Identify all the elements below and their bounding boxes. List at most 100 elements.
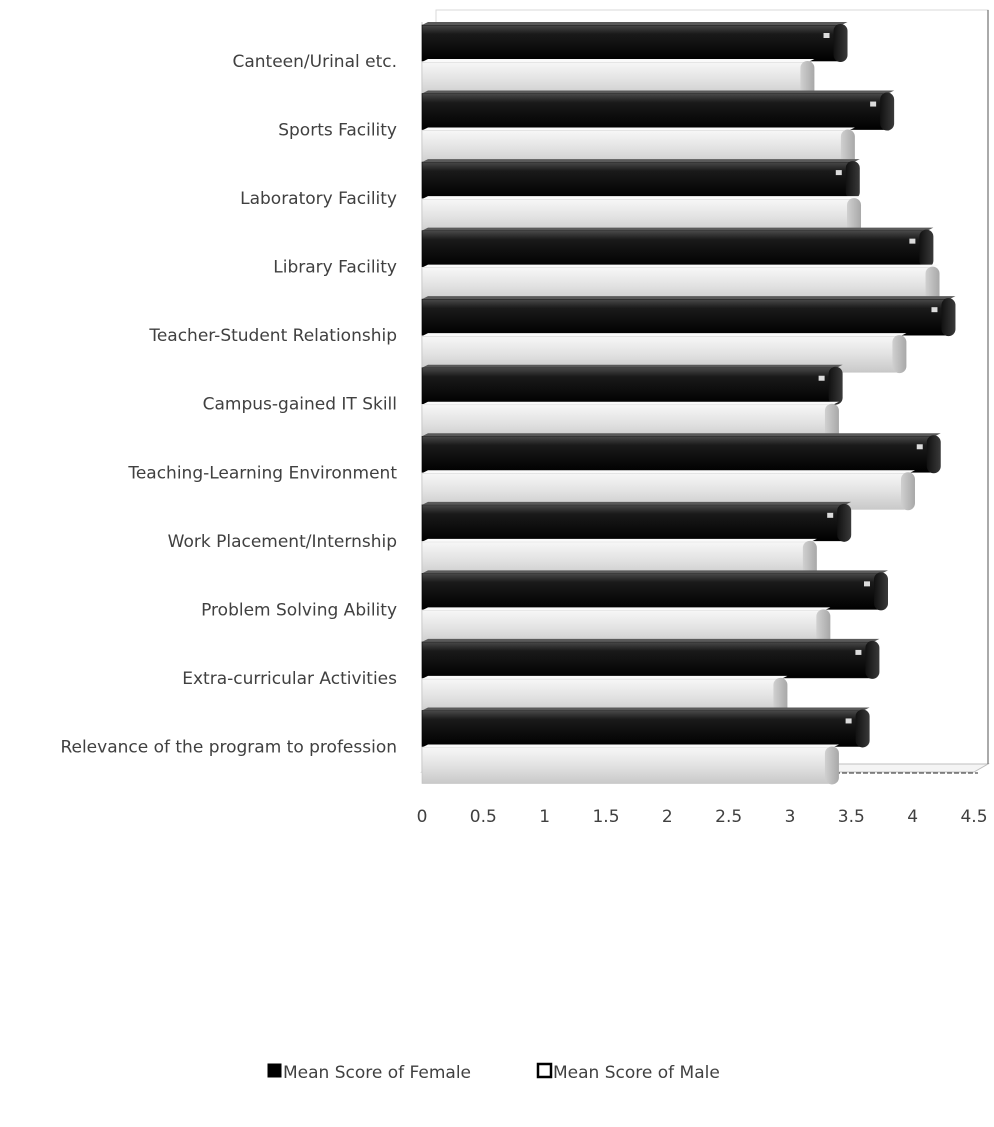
bar-female-body [421, 367, 837, 405]
bar-female-body [421, 24, 842, 62]
bar-female-top-face [422, 227, 934, 231]
bar-female-body [421, 93, 889, 130]
x-tick-label: 0 [417, 807, 428, 827]
bar-female-cap [833, 24, 848, 62]
x-tick-label: 3 [785, 807, 796, 827]
category-label: Canteen/Urinal etc. [233, 52, 398, 72]
bar-female-top-face [422, 638, 880, 642]
bar-male-top-face [422, 470, 915, 474]
bar-male-cap [800, 61, 815, 99]
bar-female-cap [919, 229, 934, 268]
bar-male-cap [847, 198, 862, 237]
bar-male-top-face [422, 196, 862, 200]
bar-male-top-face [422, 127, 855, 131]
bar-highlight [855, 649, 862, 655]
bar-female-top-face [422, 22, 848, 25]
category-label: Laboratory Facility [240, 189, 397, 209]
bar-female-cap [828, 366, 843, 405]
bar-female-body [421, 504, 846, 542]
bar-female-cap [941, 298, 956, 337]
bar-male-body [421, 747, 834, 784]
bar-female-cap [837, 503, 852, 542]
x-tick-label: 2 [662, 807, 673, 827]
bar-male-top-face [422, 333, 907, 337]
bar-highlight [864, 581, 870, 587]
bar-highlight [916, 444, 923, 450]
bar-female-body [421, 710, 864, 747]
bar-female-cap [926, 435, 941, 474]
category-label: Library Facility [273, 258, 397, 278]
bar-highlight [827, 512, 834, 518]
category-label: Teaching-Learning Environment [127, 463, 397, 483]
x-tick-label: 0.5 [470, 807, 497, 827]
category-label: Work Placement/Internship [168, 532, 397, 552]
bar-female-top-face [422, 364, 843, 368]
bar-male [421, 744, 839, 785]
bars [421, 22, 956, 785]
bar-highlight [845, 718, 852, 724]
x-tick-label: 1 [539, 807, 550, 827]
bar-highlight [823, 33, 830, 38]
category-label: Relevance of the program to profession [60, 737, 397, 757]
bar-highlight [909, 238, 916, 244]
category-label: Extra-curricular Activities [182, 669, 397, 689]
bar-male-cap [773, 677, 788, 716]
bar-female [421, 707, 870, 748]
bar-female [421, 433, 941, 474]
bar-male-cap [840, 129, 855, 168]
legend-item: Mean Score of Female [267, 1063, 471, 1083]
bar-male-top-face [422, 59, 815, 62]
bar-highlight [870, 101, 877, 107]
bar-female-cap [855, 709, 870, 748]
bar-male-top-face [422, 607, 831, 611]
category-label: Sports Facility [278, 121, 397, 141]
legend-label: Mean Score of Male [553, 1063, 720, 1083]
bar-highlight [931, 307, 938, 313]
x-tick-label: 3.5 [838, 807, 865, 827]
bar-male-cap [900, 472, 915, 511]
bar-highlight [818, 375, 825, 381]
x-tick-label: 4 [907, 807, 918, 827]
bar-female-body [421, 230, 928, 267]
category-labels: Canteen/Urinal etc. Sports Facility Labora… [60, 52, 397, 757]
bar-male-top-face [422, 401, 839, 405]
bar-female [421, 227, 934, 268]
bar-female-top-face [422, 570, 888, 574]
bar-male-cap [816, 609, 831, 648]
bar-female-cap [880, 92, 895, 131]
bar-female-top-face [422, 159, 860, 163]
bar-female [421, 22, 848, 62]
bar-male-cap [925, 266, 940, 305]
bar-female-cap [874, 572, 888, 611]
bar-female-top-face [422, 90, 895, 94]
bar-female [421, 159, 860, 200]
category-label: Teacher-Student Relationship [148, 326, 397, 346]
bar-male-cap [802, 540, 817, 579]
x-axis-tick-labels: 0 0.5 1 1.5 2 2.5 3 3.5 4 4.5 [417, 807, 988, 827]
legend-swatch [267, 1063, 282, 1078]
bar-male-top-face [422, 675, 788, 679]
bar-female-cap [845, 161, 860, 200]
x-tick-label: 2.5 [715, 807, 742, 827]
bar-male-cap [824, 403, 839, 442]
bar-female [421, 501, 852, 542]
bar-female-body [421, 641, 874, 679]
bar-female-body [421, 573, 883, 610]
category-label: Campus-gained IT Skill [203, 395, 397, 415]
bar-female-top-face [422, 296, 956, 300]
bar-female-top-face [422, 501, 852, 505]
legend: Mean Score of Female Mean Score of Male [267, 1062, 720, 1083]
bar-highlight [835, 170, 842, 176]
bar-female-body [421, 298, 950, 336]
bar-female-top-face [422, 433, 941, 437]
x-tick-label: 4.5 [960, 807, 987, 827]
bar-male-top-face [422, 744, 839, 748]
bar-female-body [421, 435, 936, 473]
bar-male-top-face [422, 538, 817, 542]
legend-swatch [536, 1062, 553, 1079]
bar-female-body [421, 161, 855, 199]
legend-item: Mean Score of Male [536, 1062, 720, 1083]
bar-female [421, 90, 895, 131]
legend-label: Mean Score of Female [283, 1063, 471, 1083]
